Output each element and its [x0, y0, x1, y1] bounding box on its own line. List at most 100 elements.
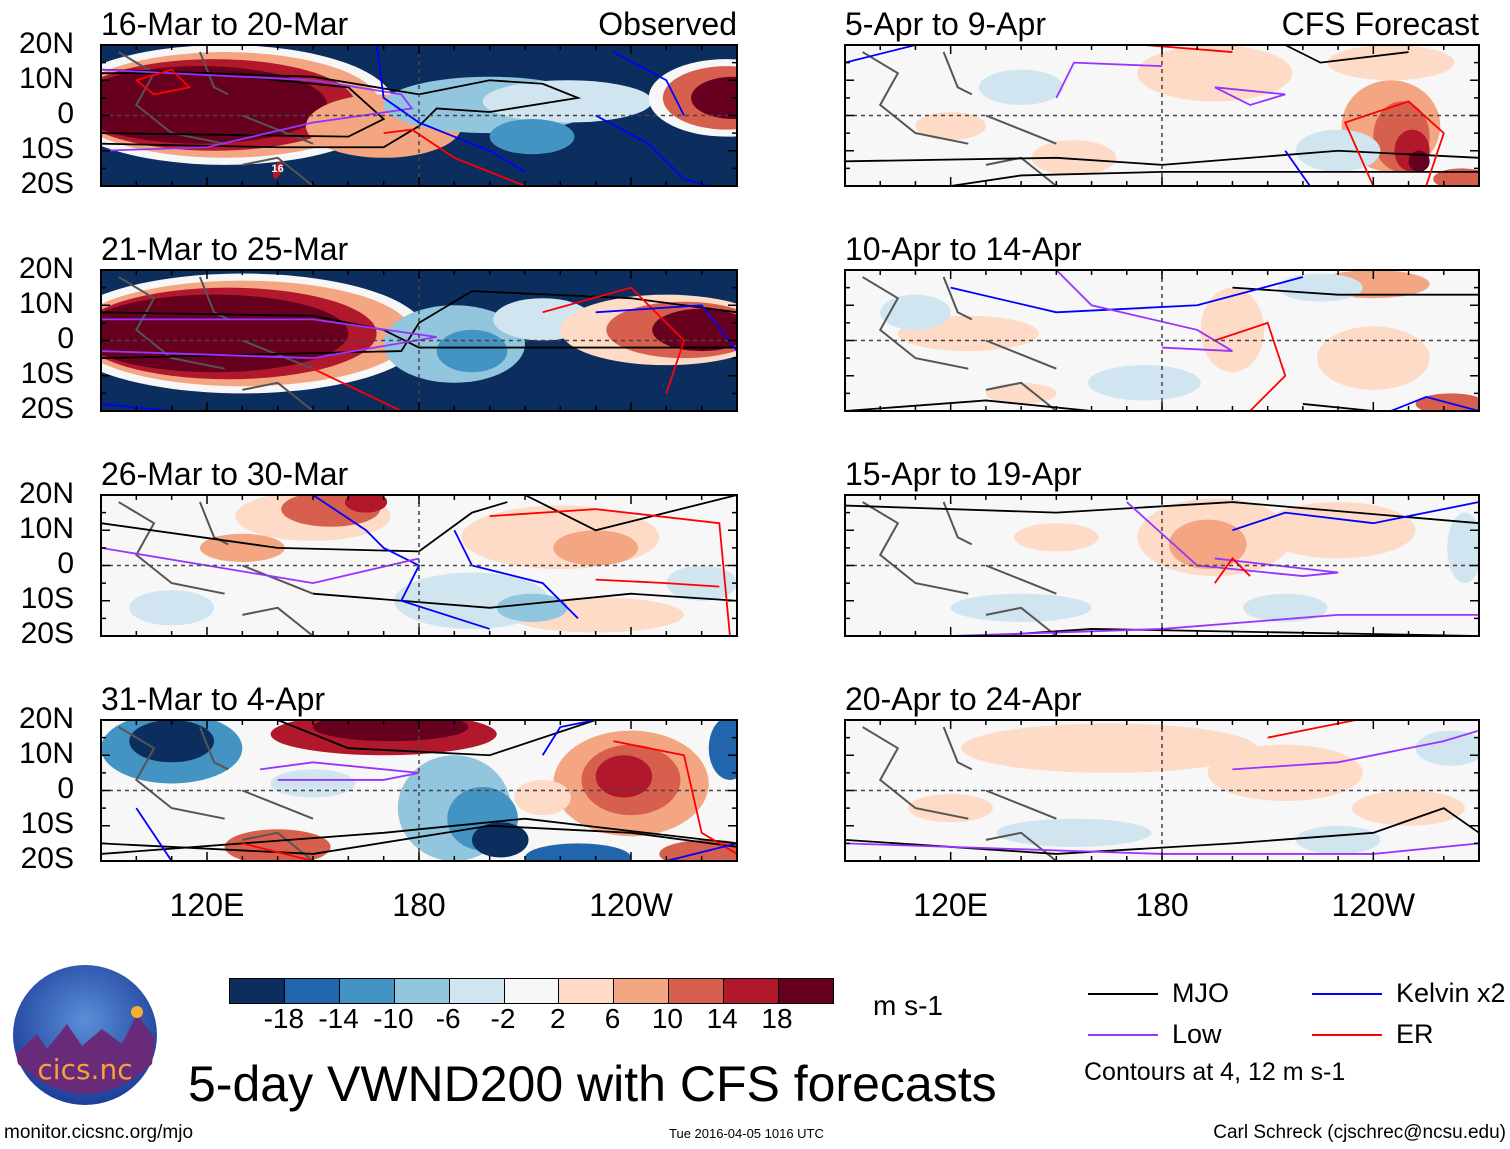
wave-contour-line	[613, 740, 738, 855]
footer-url[interactable]: monitor.cicsnc.org/mjo	[4, 1122, 194, 1143]
wave-contour-line	[542, 286, 686, 394]
legend-label: Kelvin x2	[1396, 978, 1506, 1008]
colorbar-swatch	[449, 979, 505, 1003]
panel-title: 10-Apr to 14-Apr	[845, 231, 1082, 267]
anomaly-contour-fill	[1014, 523, 1099, 552]
wave-contour-line	[612, 51, 685, 116]
footer-author: Carl Schreck (cjschrec@ncsu.edu)	[1213, 1122, 1506, 1143]
coastline	[862, 726, 1057, 862]
wave-contour-line	[1390, 395, 1480, 412]
anomaly-contour-fill	[880, 294, 951, 330]
anomaly-contour-fill	[1327, 45, 1455, 81]
anomaly-contour-fill	[1415, 730, 1480, 766]
wave-contour-line	[375, 44, 526, 173]
lat-tick-label: 10S	[20, 132, 74, 165]
colorbar-label: -2	[490, 1003, 516, 1034]
wave-contour-line	[1232, 286, 1479, 296]
wave-contour-line	[100, 318, 437, 360]
wave-contour-line	[1214, 557, 1251, 584]
lat-tick-label: 10S	[20, 582, 74, 615]
wave-contour-line	[100, 824, 738, 855]
anomaly-contour-fill	[659, 839, 738, 862]
anomaly-contour-fill	[915, 111, 986, 141]
anomaly-contour-fill	[1260, 502, 1416, 559]
wave-contour-line	[1126, 501, 1339, 577]
panel-title: 20-Apr to 24-Apr	[845, 681, 1082, 717]
legend-line-kelvin-x2	[1312, 993, 1382, 995]
anomaly-contour-fill	[472, 822, 529, 858]
map-panel: 16	[100, 44, 738, 187]
wave-contour-line	[453, 529, 579, 620]
lat-tick-label: 20N	[18, 27, 74, 60]
coastline	[118, 276, 314, 412]
colorbar-units: m s-1	[873, 990, 943, 1021]
anomaly-contour-fill	[1278, 273, 1363, 302]
anomaly-contour-fill	[1137, 45, 1293, 102]
lat-tick-label: 20N	[18, 252, 74, 285]
wave-contour-line	[595, 578, 720, 588]
colorbar	[229, 978, 834, 1004]
anomaly-contour-fill	[1031, 140, 1117, 176]
coastline	[118, 501, 314, 637]
wave-contour-line	[312, 494, 490, 630]
anomaly-contour-fill	[1352, 790, 1465, 826]
lon-tick-label: 180	[392, 887, 446, 923]
wave-contour-line	[1232, 729, 1480, 771]
wave-contour-line	[383, 128, 526, 187]
anomaly-contour-fill	[961, 723, 1258, 773]
lat-tick-label: 10N	[18, 287, 74, 320]
lat-tick-label: 20S	[20, 617, 74, 650]
wave-contour-line	[595, 304, 738, 352]
wave-contour-line	[489, 508, 731, 637]
colorbar-swatch	[614, 979, 670, 1003]
anomaly-contour-fill	[344, 494, 388, 513]
legend-label: MJO	[1172, 978, 1229, 1008]
coastline	[862, 276, 1057, 412]
colorbar-swatch	[559, 979, 615, 1003]
lat-tick-label: 10N	[18, 512, 74, 545]
column-header-forecast: CFS Forecast	[1281, 6, 1479, 42]
wave-contour-line	[1214, 86, 1286, 106]
wave-contour-line	[595, 114, 709, 187]
wave-contour-line	[1214, 321, 1287, 412]
wave-contour-line	[950, 171, 1479, 187]
wave-contour-line	[1284, 44, 1409, 64]
anomaly-contour-fill	[595, 755, 653, 798]
lon-tick-label: 180	[1135, 887, 1189, 923]
anomaly-contour-fill	[514, 779, 571, 816]
colorbar-label: 14	[706, 1003, 738, 1034]
wave-contour-line	[135, 807, 173, 862]
wave-contour-line	[242, 842, 314, 862]
wave-contour-line	[100, 68, 582, 149]
wave-contour-line	[259, 761, 420, 781]
figure-title: 5-day VWND200 with CFS forecasts	[188, 1056, 997, 1112]
lat-tick-label: 0	[57, 772, 74, 805]
colorbar-swatch	[779, 979, 833, 1003]
column-header-observed: Observed	[598, 6, 737, 42]
anomaly-contour-fill	[691, 76, 738, 120]
colorbar-label: 2	[550, 1003, 566, 1034]
legend-label: Low	[1172, 1019, 1222, 1049]
anomaly-contour-fill	[496, 593, 568, 622]
lat-tick-label: 0	[57, 547, 74, 580]
panel-title: 5-Apr to 9-Apr	[845, 6, 1046, 42]
anomaly-contour-fill	[525, 843, 631, 862]
wave-contour-line	[950, 276, 1304, 314]
wave-contour-line	[541, 719, 596, 756]
lat-tick-label: 10N	[18, 737, 74, 770]
anomaly-contour-fill	[270, 769, 356, 798]
colorbar-swatch	[504, 979, 560, 1003]
svg-text:cics.nc: cics.nc	[37, 1053, 132, 1086]
map-panel	[100, 494, 738, 637]
legend-line-low	[1088, 1034, 1158, 1036]
anomaly-contour-fill	[1207, 744, 1363, 802]
anomaly-contour-fill	[313, 719, 469, 742]
anomaly-contour-fill	[1243, 593, 1328, 622]
anomaly-contour-fill	[1088, 365, 1201, 401]
wave-contour-line	[1055, 269, 1233, 352]
wave-contour-line	[524, 494, 738, 532]
wave-contour-line	[1343, 100, 1445, 187]
colorbar-swatch	[724, 979, 780, 1003]
anomaly-contour-fill	[652, 308, 738, 352]
anomaly-contour-fill	[129, 720, 215, 763]
